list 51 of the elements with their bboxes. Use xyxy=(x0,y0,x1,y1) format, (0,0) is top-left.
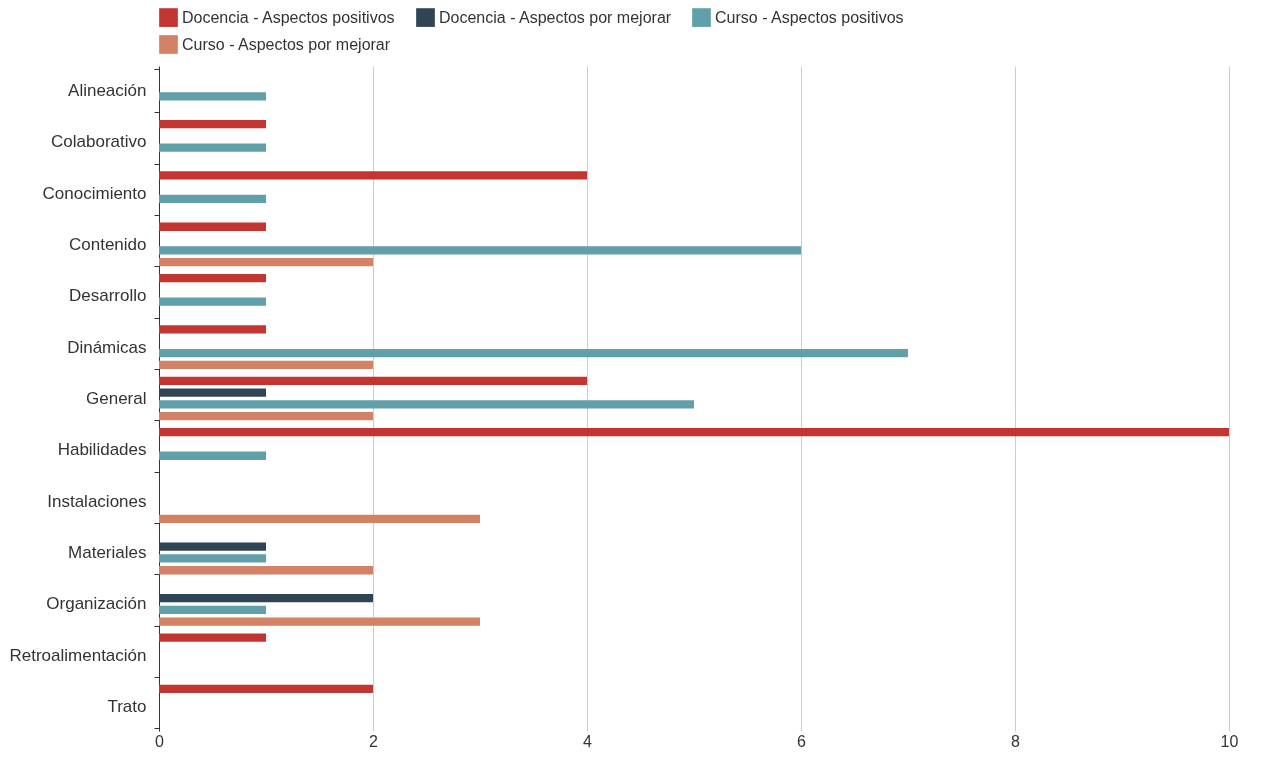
bar xyxy=(159,428,1229,437)
y-tick-label: Dinámicas xyxy=(67,337,147,357)
bar xyxy=(159,633,266,642)
legend-label: Docencia - Aspectos por mejorar xyxy=(439,8,672,26)
bar xyxy=(159,348,908,358)
x-tick-label: 0 xyxy=(155,732,165,750)
bar xyxy=(159,194,266,204)
bar xyxy=(159,388,266,397)
x-tick-label: 2 xyxy=(369,732,379,750)
y-tick-label: Alineación xyxy=(68,80,147,100)
y-tick-label: Habilidades xyxy=(57,440,147,460)
bar xyxy=(159,593,373,603)
y-tick-label: Instalaciones xyxy=(47,491,147,511)
bar xyxy=(159,554,266,563)
bar xyxy=(159,222,266,231)
bar xyxy=(159,400,694,409)
legend-label: Curso - Aspectos positivos xyxy=(715,8,904,26)
bar xyxy=(159,376,587,385)
bar xyxy=(159,171,587,180)
bar xyxy=(159,542,266,551)
x-tick-label: 10 xyxy=(1220,732,1239,750)
y-tick-label: Colaborativo xyxy=(51,132,147,152)
bar xyxy=(159,514,480,524)
bar xyxy=(159,451,266,460)
y-tick-label: General xyxy=(86,389,147,408)
x-tick-label: 4 xyxy=(583,732,593,750)
bar xyxy=(159,412,373,421)
y-tick-label: Retroalimentación xyxy=(9,645,147,665)
bar xyxy=(159,566,373,575)
y-tick-label: Trato xyxy=(107,697,147,717)
bar xyxy=(159,119,266,129)
bar xyxy=(159,360,373,369)
bar xyxy=(159,258,373,267)
y-tick-label: Conocimiento xyxy=(42,183,147,203)
bar xyxy=(159,325,266,334)
y-tick-label: Desarrollo xyxy=(69,286,147,306)
y-tick-label: Materiales xyxy=(68,543,147,563)
y-tick-label: Organización xyxy=(46,594,147,614)
bar xyxy=(159,246,801,255)
bar xyxy=(159,297,266,306)
bar xyxy=(159,92,266,101)
legend-label: Docencia - Aspectos positivos xyxy=(182,8,395,26)
bar xyxy=(159,617,480,626)
bar xyxy=(159,605,266,614)
x-tick-label: 6 xyxy=(797,732,807,750)
y-tick-label: Contenido xyxy=(68,234,147,254)
x-tick-label: 8 xyxy=(1011,732,1021,750)
bar xyxy=(159,273,266,283)
legend-label: Curso - Aspectos por mejorar xyxy=(182,35,391,53)
bar xyxy=(159,143,266,152)
bar xyxy=(159,684,373,694)
